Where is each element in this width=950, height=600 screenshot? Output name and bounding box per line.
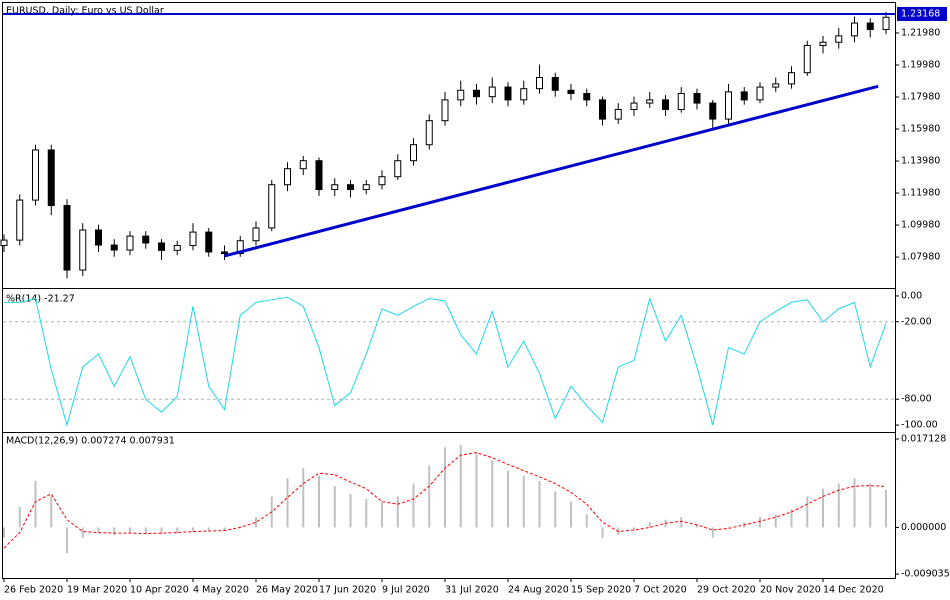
y-tick-label: 1.19980	[901, 59, 940, 70]
candle-body	[662, 99, 669, 110]
candle-body	[110, 244, 118, 251]
y-tick-label: 1.15980	[901, 124, 940, 135]
candle-body	[158, 242, 165, 251]
candle-body	[95, 229, 102, 246]
candle-body	[221, 251, 228, 255]
candle-body	[236, 240, 244, 255]
x-tick-label: 26 May 2020	[256, 585, 318, 596]
candle-body	[347, 184, 354, 191]
candle-body	[693, 92, 701, 104]
candle-body	[126, 235, 134, 251]
candle-body	[788, 72, 795, 85]
candle-body	[614, 108, 622, 120]
x-tick-label: 15 Sep 2020	[571, 585, 631, 596]
candle-body	[378, 176, 386, 186]
candle-body	[394, 160, 402, 178]
candle-body	[189, 231, 197, 247]
y-tick-label: -0.009035	[901, 569, 950, 580]
x-tick-label: 31 Jul 2020	[445, 585, 499, 596]
candle-body	[630, 102, 638, 110]
price-label: 1.23168	[901, 8, 940, 19]
candle-body	[725, 91, 732, 120]
x-tick-label: 24 Aug 2020	[508, 585, 569, 596]
candle-body	[536, 76, 543, 90]
candle-body	[504, 86, 512, 101]
candle-body	[425, 120, 433, 146]
candle-body	[315, 160, 323, 191]
y-tick-label: -20.00	[901, 316, 932, 327]
y-tick-label: 1.09980	[901, 220, 940, 231]
trendline	[224, 84, 879, 258]
indicator-label: MACD(12,26,9) 0.007274 0.007931	[6, 436, 175, 447]
candle-body	[331, 184, 339, 191]
x-tick-label: 14 Dec 2020	[823, 585, 884, 596]
x-tick-label: 10 Apr 2020	[130, 585, 189, 596]
candle-body	[32, 149, 39, 201]
candle-body	[63, 205, 71, 271]
candle-body	[803, 44, 811, 74]
candle-body	[0, 239, 8, 247]
x-tick-label: 29 Oct 2020	[697, 585, 756, 596]
candle-body	[284, 168, 291, 186]
candle-body	[819, 41, 827, 46]
candle-body	[599, 99, 606, 120]
candle-body	[677, 92, 685, 110]
y-tick-label: 0.000000	[901, 522, 946, 533]
x-tick-label: 26 Feb 2020	[4, 585, 63, 596]
candle-body	[772, 83, 780, 88]
y-tick-label: -100.00	[901, 420, 938, 431]
signal-line	[3, 452, 887, 549]
x-tick-label: 20 Nov 2020	[760, 585, 821, 596]
candle-body	[882, 16, 890, 30]
price-label-box	[897, 6, 947, 21]
candle-body	[851, 22, 858, 37]
y-tick-label: 0.017128	[901, 434, 946, 445]
candle-body	[740, 91, 748, 101]
x-tick-label: 7 Oct 2020	[634, 585, 687, 596]
chart-title: EURUSD, Daily: Euro vs US Dollar	[6, 6, 164, 17]
y-tick-label: 1.07980	[901, 252, 940, 263]
candle-body	[441, 99, 449, 122]
candle-body	[47, 149, 55, 207]
y-tick-label: 1.21980	[901, 27, 940, 38]
candle-body	[756, 86, 764, 101]
y-tick-label: 1.13980	[901, 156, 940, 167]
candle-body	[567, 89, 575, 94]
candle-body	[835, 35, 843, 43]
candle-body	[205, 231, 213, 253]
candle-body	[866, 22, 874, 30]
candle-body	[268, 184, 276, 229]
x-tick-label: 17 Jun 2020	[319, 585, 376, 596]
candle-body	[488, 86, 496, 98]
candle-body	[362, 184, 370, 191]
candle-body	[252, 227, 260, 242]
y-tick-label: 1.17980	[901, 91, 940, 102]
candle-body	[551, 76, 559, 91]
frame	[2, 2, 896, 579]
candle-body	[79, 229, 87, 271]
candle-body	[16, 199, 24, 241]
candle-body	[410, 144, 417, 162]
candle-body	[142, 235, 150, 244]
candle-body	[583, 92, 591, 101]
x-tick-label: 19 Mar 2020	[67, 585, 127, 596]
candle-body	[457, 89, 465, 101]
candle-body	[520, 88, 528, 101]
x-tick-label: 4 May 2020	[193, 585, 249, 596]
candle-body	[473, 89, 480, 98]
candle-body	[299, 160, 307, 170]
y-tick-label: -80.00	[901, 394, 932, 405]
candle-body	[709, 102, 717, 120]
x-tick-label: 9 Jul 2020	[382, 585, 430, 596]
candle-body	[173, 245, 181, 251]
y-tick-label: 0.00	[901, 290, 922, 301]
indicator-line	[4, 296, 887, 427]
candle-body	[646, 99, 654, 104]
indicator-label: %R(14) -21.27	[6, 294, 75, 305]
y-tick-label: 1.11980	[901, 188, 940, 199]
